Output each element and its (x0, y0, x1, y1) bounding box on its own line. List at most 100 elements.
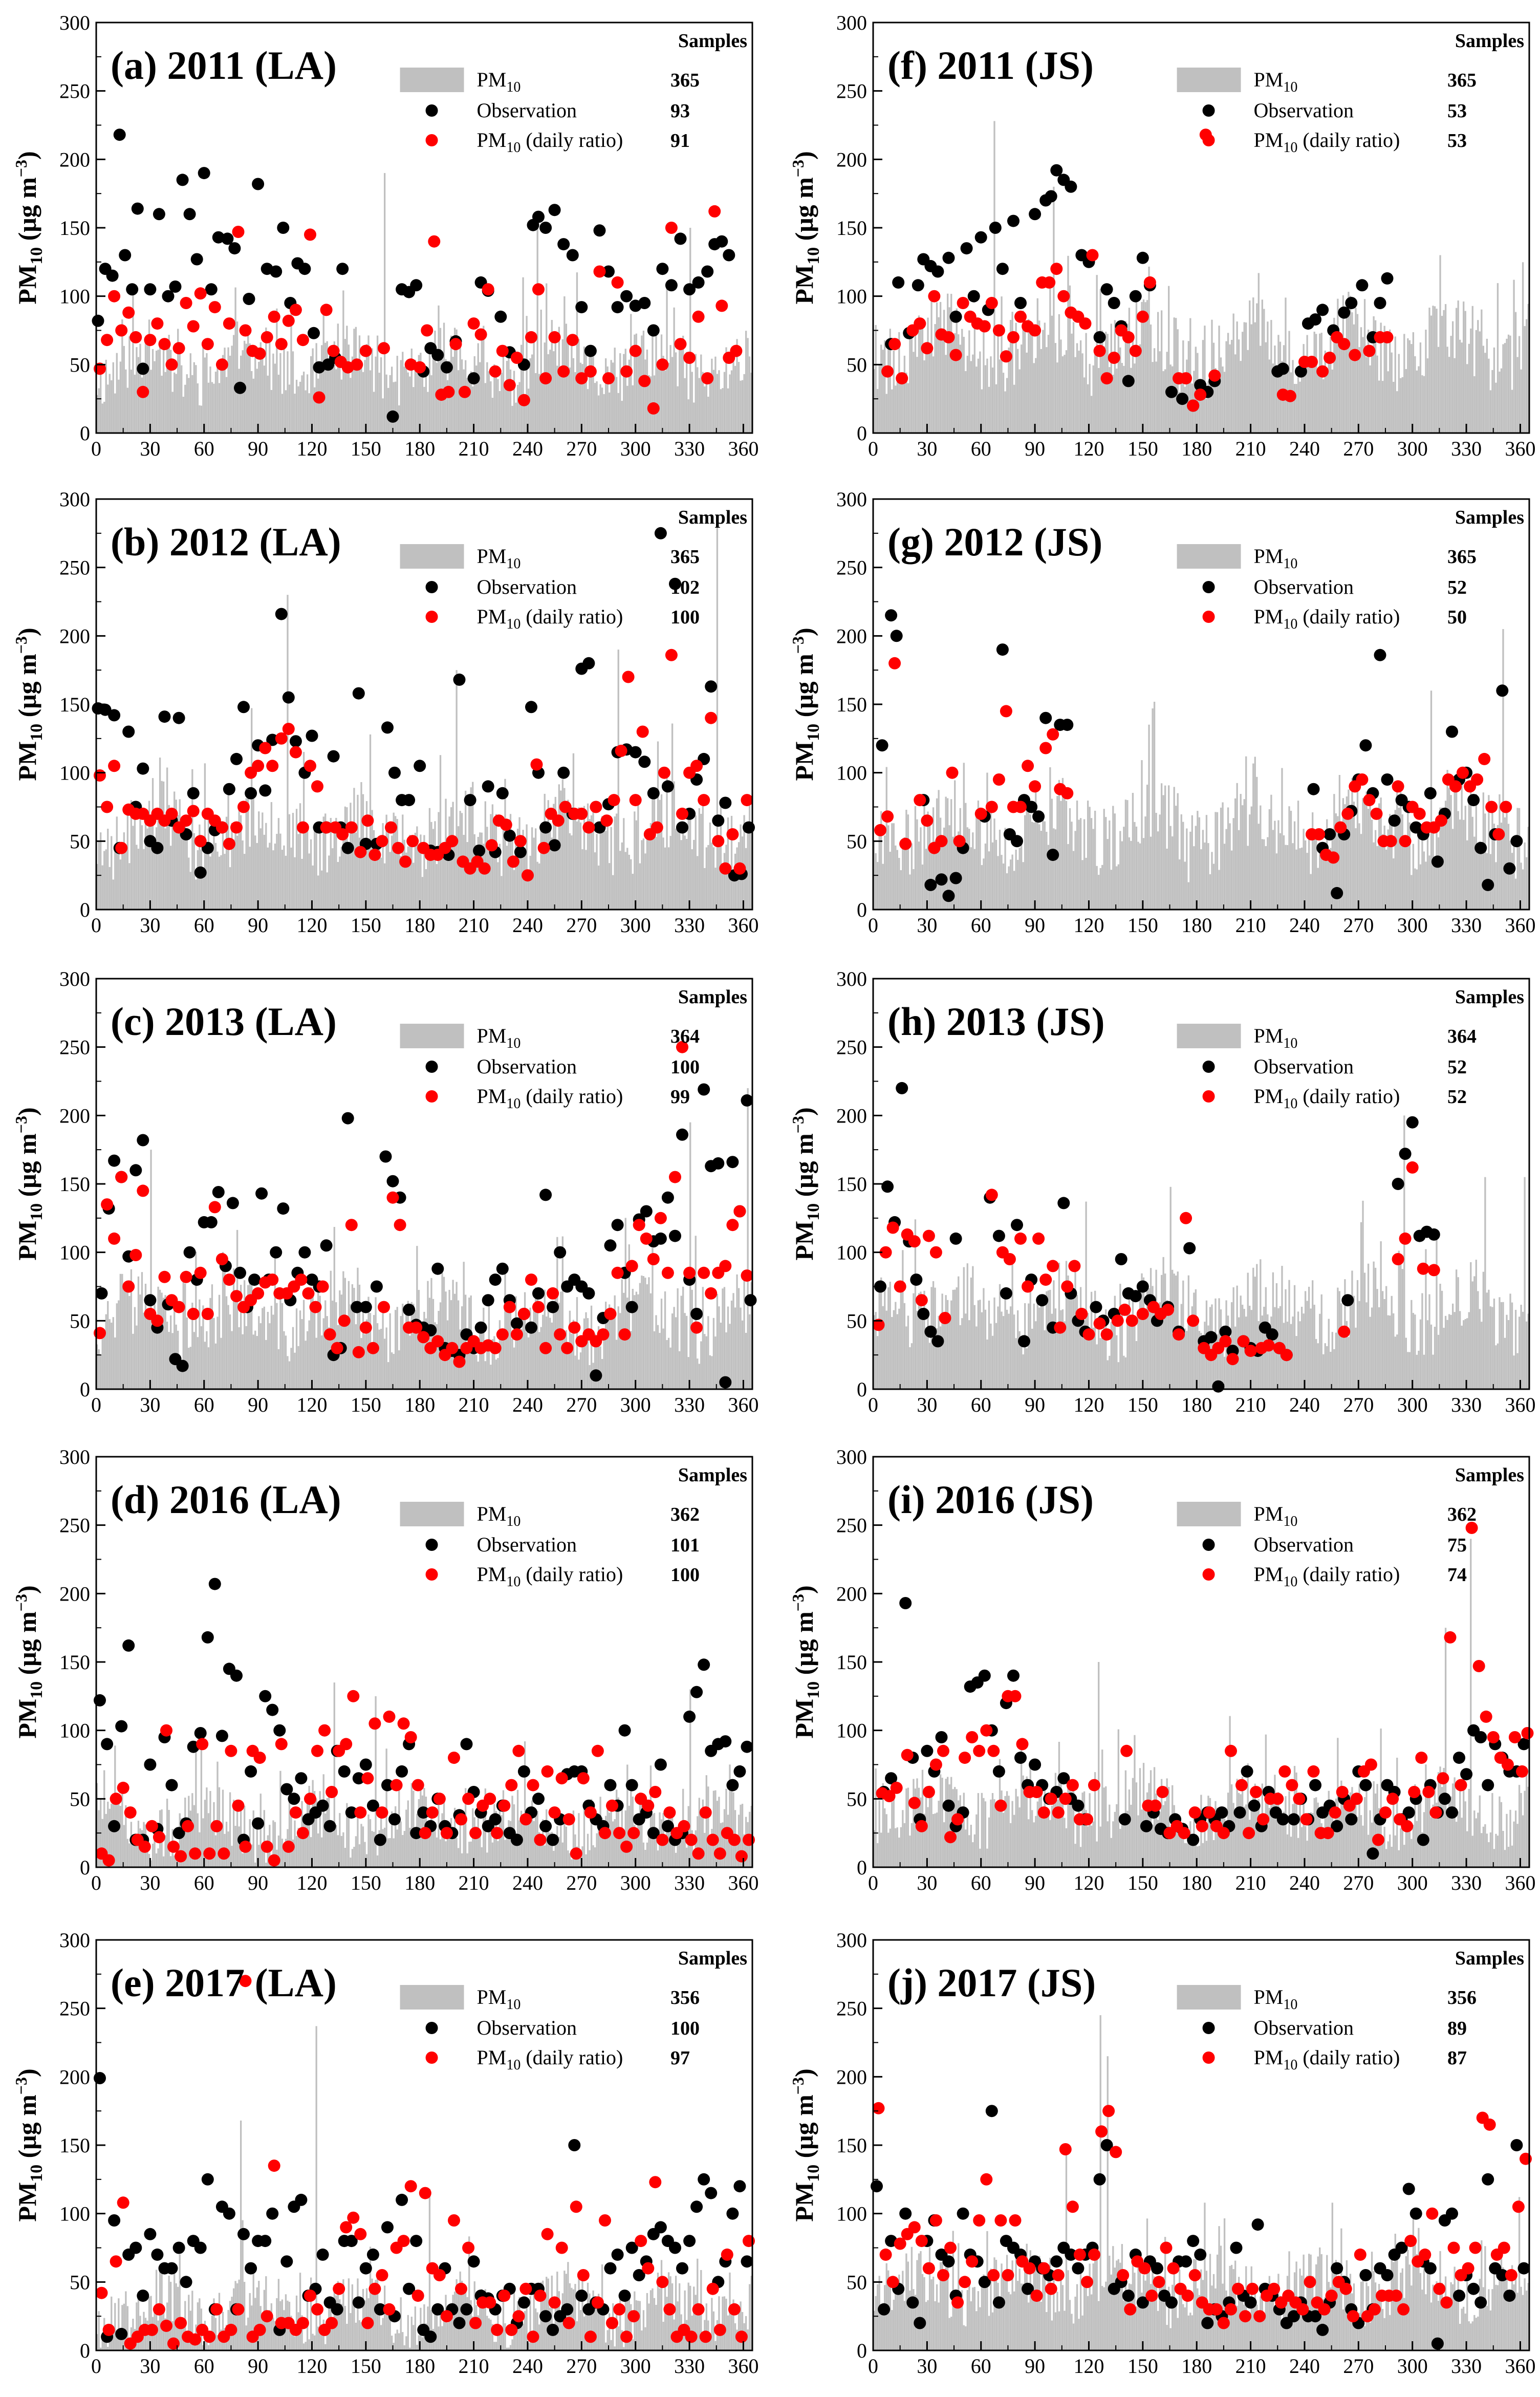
ratio-point (215, 821, 228, 834)
pm10-bar (446, 2322, 449, 2350)
pm10-bar (200, 405, 203, 433)
ratio-point (449, 338, 462, 351)
pm10-bar (1275, 853, 1278, 910)
pm10-bar (134, 1307, 136, 1389)
pm10-bar (436, 864, 438, 910)
pm10-bar (1216, 1334, 1219, 1389)
ratio-point (713, 1847, 726, 1860)
pm10-bar (157, 1848, 159, 1867)
pm10-bar (1187, 1843, 1189, 1867)
pm10-bar (473, 1817, 475, 1867)
pm10-bar (389, 2317, 391, 2350)
ratio-point (316, 1280, 329, 1293)
pm10-bar (126, 2306, 129, 2350)
pm10-bar (1212, 1342, 1215, 1389)
pm10-bar (501, 373, 503, 433)
pm10-bar (472, 2316, 474, 2350)
x-tick-label: 150 (351, 914, 381, 937)
legend-pm10-main: PM (1254, 68, 1284, 91)
pm10-bar (1229, 823, 1231, 910)
pm10-bar (540, 1327, 542, 1389)
x-tick-label: 240 (512, 1871, 543, 1894)
pm10-bar (128, 336, 131, 433)
pm10-bar (1189, 1319, 1191, 1389)
ratio-point (505, 1779, 518, 1791)
pm10-bar (1006, 1309, 1008, 1389)
y-axis-label: PM10 (μg m−3) (789, 1107, 823, 1260)
pm10-bar (1281, 768, 1283, 910)
legend-ratio-main: PM (477, 605, 507, 628)
pm10-bar (675, 2276, 677, 2350)
x-tick-label: 210 (459, 1393, 489, 1416)
y-axis-label: PM10 (μg m−3) (789, 628, 823, 781)
x-tick-label: 270 (566, 2355, 597, 2378)
ratio-point (879, 1246, 892, 1259)
pm10-bar (1473, 836, 1476, 910)
ratio-point (741, 794, 753, 807)
pm10-bar (1451, 1303, 1454, 1389)
ratio-point (1381, 331, 1394, 343)
observation-point (341, 841, 354, 854)
pm10-bar (1520, 1305, 1522, 1389)
pm10-bar (1223, 372, 1226, 433)
pm10-bar (889, 852, 891, 910)
observation-point (280, 2255, 293, 2268)
pm10-bar (878, 826, 880, 910)
pm10-bar (450, 1818, 452, 1867)
observation-point (557, 766, 570, 779)
pm10-bar (1182, 340, 1184, 433)
pm10-bar (1011, 854, 1013, 910)
pm10-bar (1337, 816, 1339, 910)
pm10-bar (947, 798, 949, 910)
pm10-bar (711, 358, 713, 433)
legend-label-pm10: PM10 (1254, 68, 1298, 95)
pm10-bar (252, 2273, 254, 2350)
observation-point (1205, 1331, 1218, 1344)
pm10-bar (1092, 829, 1094, 910)
pm10-bar (1290, 372, 1292, 433)
pm10-bar (1312, 360, 1314, 433)
pm10-bar (748, 2284, 751, 2350)
x-tick-label: 330 (674, 1393, 705, 1416)
y-label-sub: 10 (27, 2165, 46, 2182)
pm10-bar (365, 1319, 368, 1389)
pm10-bar (626, 848, 628, 910)
y-axis-label: PM10 (μg m−3) (789, 151, 823, 304)
x-tick-label: 180 (404, 2355, 435, 2378)
pm10-bar (373, 392, 375, 433)
pm10-bar (333, 828, 335, 910)
pm10-bar (1335, 1332, 1337, 1389)
pm10-bar (179, 1813, 181, 1867)
observation-point (514, 846, 527, 858)
pm10-bar (290, 847, 292, 910)
pm10-bar (689, 1689, 691, 1867)
ratio-point (302, 1287, 315, 1300)
pm10-bar (402, 1834, 404, 1867)
pm10-bar (1225, 829, 1227, 910)
ratio-point (1162, 1303, 1174, 1316)
ratio-point (351, 358, 363, 371)
ratio-point (728, 1833, 741, 1846)
pm10-bar (1511, 853, 1513, 910)
pm10-bar (875, 853, 877, 910)
ratio-point (620, 1840, 633, 1853)
pm10-bar (425, 1318, 427, 1389)
pm10-bar (1164, 1273, 1166, 1389)
pm10-bar (501, 1815, 503, 1867)
pm10-bar (1263, 839, 1265, 910)
ratio-point (354, 1806, 367, 1819)
y-tick-label: 50 (847, 353, 867, 376)
pm10-bar (587, 389, 589, 433)
observation-point (410, 279, 423, 292)
pm10-bar (748, 805, 751, 910)
pm10-bar (977, 800, 980, 910)
ratio-point (640, 1232, 653, 1245)
pm10-bar (493, 364, 495, 433)
legend-pm10-sub: 10 (506, 556, 520, 572)
pm10-bar (732, 1792, 734, 1867)
pm10-bar (362, 1306, 364, 1389)
pm10-bar (256, 843, 258, 910)
pm10-bar (604, 831, 607, 910)
pm10-bar (934, 1813, 936, 1867)
pm10-bar (675, 1317, 677, 1389)
